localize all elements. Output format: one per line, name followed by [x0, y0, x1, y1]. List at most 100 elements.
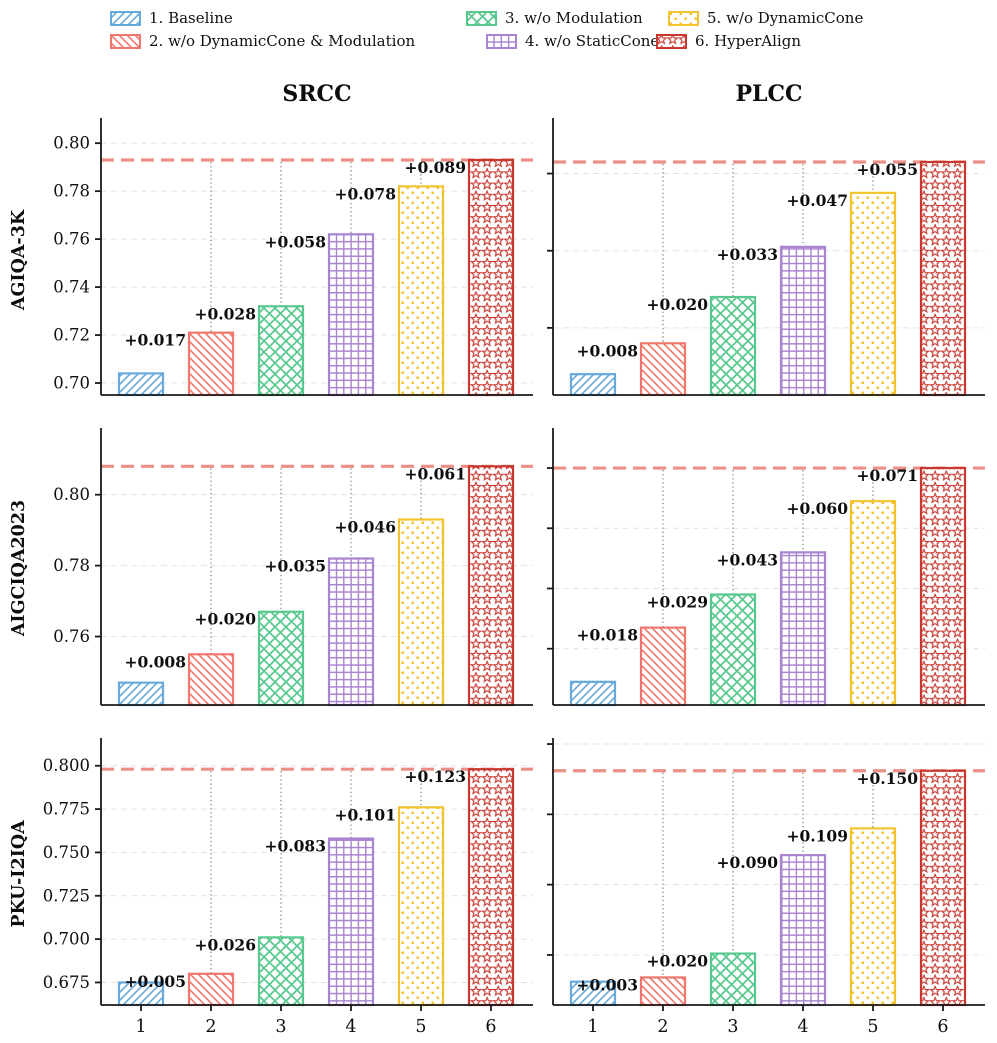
subplot-agiqa-3k-srcc: +0.017+0.028+0.058+0.078+0.0890.700.720.… — [53, 118, 533, 397]
annotations: +0.003 +0.020 +0.090 +0.109 +0.150 — [576, 769, 918, 995]
annotations: +0.008 +0.020 +0.035 +0.046 +0.061 — [124, 464, 466, 671]
x-tick-label: 4 — [797, 1017, 808, 1037]
delta-annotation: +0.003 — [576, 975, 638, 994]
legend-item-wo-dynamiccone-modulation: 2. w/o DynamicCone & Modulation — [110, 31, 415, 51]
column-title-plcc: PLCC — [735, 81, 802, 107]
connector-lines — [210, 161, 422, 332]
legend-label: 2. w/o DynamicCone & Modulation — [149, 32, 416, 50]
delta-annotation: +0.047 — [786, 191, 848, 210]
y-tick-label: 0.775 — [43, 800, 90, 819]
x-tick-label: 1 — [135, 1017, 146, 1037]
legend-item-wo-modulation: 3. w/o Modulation — [466, 8, 643, 28]
y-tick-label: 0.700 — [43, 930, 90, 949]
delta-annotation: +0.020 — [646, 295, 708, 314]
column-title-srcc: SRCC — [282, 81, 351, 107]
bar-hyperalign — [467, 465, 515, 707]
bar-wo-modulation — [709, 952, 757, 1007]
bar-wo-modulation — [257, 610, 305, 707]
legend-label: 6. HyperAlign — [695, 32, 801, 50]
delta-annotation: +0.008 — [576, 341, 638, 360]
delta-annotation: +0.026 — [194, 935, 256, 954]
bar-wo-dynamiccone-modulation — [187, 972, 235, 1007]
delta-annotation: +0.020 — [194, 610, 256, 629]
x-tick-label: 4 — [345, 1017, 356, 1037]
bar-hyperalign — [467, 768, 515, 1007]
delta-annotation: +0.083 — [264, 837, 326, 856]
bar-wo-staticcone — [779, 551, 827, 707]
annotations: +0.005 +0.026 +0.083 +0.101 +0.123 — [124, 767, 466, 991]
bar-baseline — [117, 681, 165, 707]
y-tick-label: 0.76 — [53, 230, 90, 249]
delta-annotation: +0.101 — [334, 805, 396, 824]
legend-swatch-wo-modulation-icon — [466, 10, 497, 26]
y-tick-label: 0.800 — [43, 756, 90, 775]
delta-annotation: +0.060 — [786, 499, 848, 518]
subplot-pku-i2iqa-plcc: +0.003 +0.020 +0.090 +0.109 +0.150 1 2 3 4 5 6 — [547, 738, 985, 1037]
gridlines — [553, 743, 985, 956]
legend-swatch-wo-staticcone-icon — [486, 33, 517, 49]
x-tick-label: 3 — [275, 1017, 286, 1037]
bar-wo-dynamiccone — [397, 185, 445, 397]
y-ticks — [547, 467, 553, 650]
delta-annotation: +0.123 — [404, 767, 466, 786]
bars — [117, 768, 515, 1007]
legend-item-baseline: 1. Baseline — [110, 8, 233, 28]
delta-annotation: +0.020 — [646, 952, 708, 971]
legend-label: 3. w/o Modulation — [505, 9, 643, 27]
delta-annotation: +0.071 — [856, 466, 918, 485]
bar-wo-modulation — [709, 593, 757, 707]
delta-annotation: +0.058 — [264, 232, 326, 251]
y-tick-label: 0.70 — [53, 374, 90, 393]
bars — [117, 158, 515, 397]
delta-annotation: +0.017 — [124, 331, 186, 350]
subplot-agiqa-3k-plcc: +0.008 +0.020 +0.033 +0.047 +0.055 — [547, 118, 985, 397]
legend-swatch-wo-dynamiccone-modulation-icon — [110, 33, 141, 49]
delta-annotation: +0.018 — [576, 626, 638, 645]
delta-annotation: +0.043 — [716, 550, 778, 569]
delta-annotation: +0.035 — [264, 557, 326, 576]
y-ticks: 0.70 0.72 0.74 0.76 0.78 0.80 — [53, 134, 101, 393]
bar-wo-modulation — [257, 936, 305, 1007]
legend-label: 5. w/o DynamicCone — [707, 9, 864, 27]
connector-lines — [662, 772, 874, 977]
delta-annotation: +0.028 — [194, 304, 256, 323]
bars — [569, 769, 967, 1007]
bars — [117, 465, 515, 707]
x-tick-label: 2 — [657, 1017, 668, 1037]
legend-swatch-wo-dynamiccone-icon — [668, 10, 699, 26]
x-tick-label: 6 — [937, 1017, 948, 1037]
bar-wo-staticcone — [327, 837, 375, 1007]
delta-annotation: +0.005 — [124, 972, 186, 991]
delta-annotation: +0.150 — [856, 769, 918, 788]
x-tick-label: 2 — [205, 1017, 216, 1037]
legend-item-wo-dynamiccone: 5. w/o DynamicCone — [668, 8, 863, 28]
delta-annotation: +0.008 — [124, 652, 186, 671]
delta-annotation: +0.029 — [646, 593, 708, 612]
x-tick-label: 5 — [867, 1017, 878, 1037]
x-tick-label: 3 — [727, 1017, 738, 1037]
bar-hyperalign — [919, 466, 967, 707]
y-tick-label: 0.80 — [53, 134, 90, 153]
y-tick-label: 0.72 — [53, 326, 90, 345]
bar-wo-staticcone — [327, 233, 375, 397]
gridlines — [553, 173, 985, 329]
bar-wo-dynamiccone — [849, 191, 897, 397]
bar-wo-staticcone — [779, 245, 827, 397]
x-tick-label: 5 — [415, 1017, 426, 1037]
bars — [569, 160, 967, 397]
bar-wo-dynamiccone-modulation — [187, 331, 235, 397]
subplot-aigciqa2023-srcc: +0.008+0.020+0.035+0.046+0.0610.760.780.… — [53, 428, 533, 707]
annotations: +0.017 +0.028 +0.058 +0.078 +0.089 — [124, 158, 466, 350]
bar-hyperalign — [467, 158, 515, 397]
y-tick-label: 0.725 — [43, 886, 90, 905]
bar-wo-dynamiccone — [849, 500, 897, 707]
subplot-aigciqa2023-plcc: +0.018 +0.029 +0.043 +0.060 +0.071 — [547, 428, 985, 707]
annotations: +0.018 +0.029 +0.043 +0.060 +0.071 — [576, 466, 918, 645]
y-tick-label: 0.80 — [53, 485, 90, 504]
delta-annotation: +0.090 — [716, 853, 778, 872]
y-ticks — [547, 743, 553, 956]
row-label-pku-i2iqa: PKU-I2IQA — [9, 820, 29, 928]
subplot-pku-i2iqa-srcc: +0.005 +0.026 +0.083 +0.101 +0.123 0.675 0.700… — [43, 738, 533, 1037]
